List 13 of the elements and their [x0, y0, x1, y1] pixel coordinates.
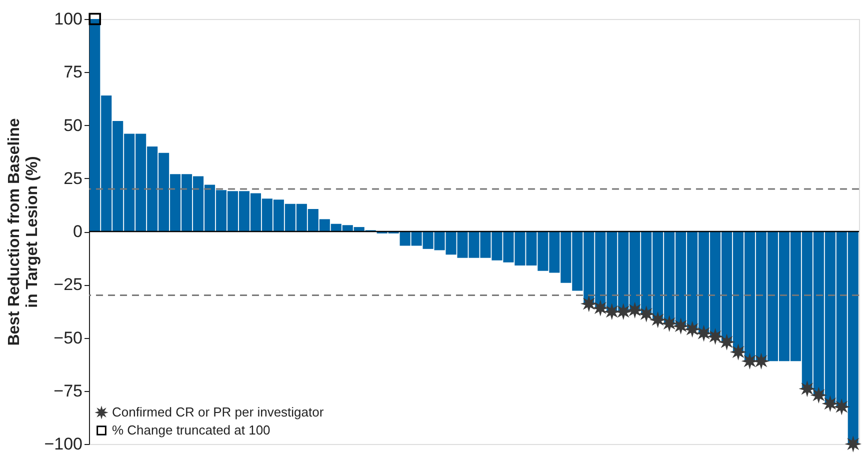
legend-label: % Change truncated at 100 — [112, 422, 270, 438]
y-tick-label: −75 — [54, 381, 82, 400]
y-tick-label: −100 — [44, 434, 82, 454]
y-axis-title: Best Reduction from Baseline in Target Lesion (%) — [6, 118, 42, 346]
legend-label: Confirmed CR or PR per investigator — [112, 404, 324, 420]
y-tick-label: −50 — [54, 328, 82, 348]
y-tick-label: 100 — [54, 10, 82, 28]
y-tick-label: −25 — [54, 275, 82, 294]
y-tick-label: 0 — [73, 222, 82, 241]
y-tick-label: 75 — [64, 62, 82, 82]
y-tick-label: 25 — [64, 168, 82, 188]
point — [88, 12, 102, 26]
y-tick-label: 50 — [64, 116, 82, 135]
